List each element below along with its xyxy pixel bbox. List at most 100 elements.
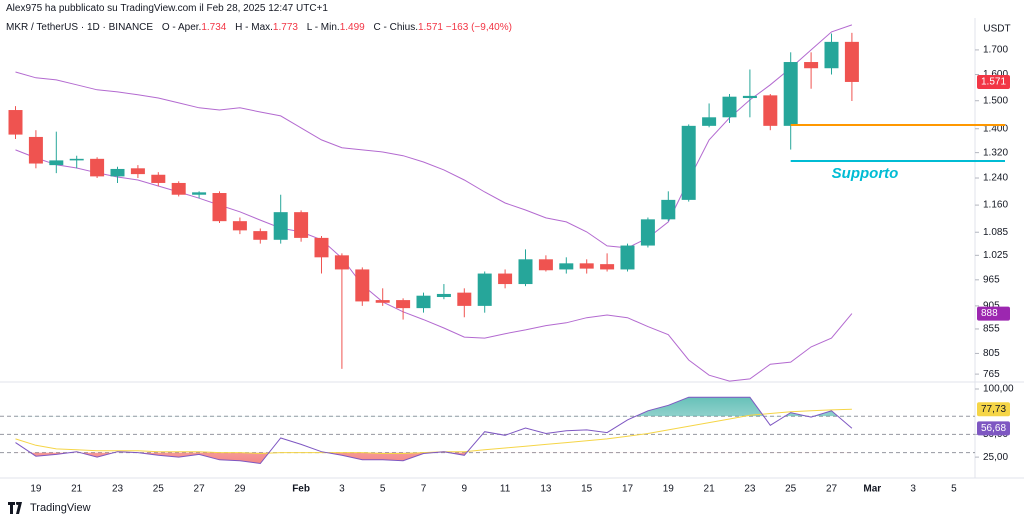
ohlc-label: C - Chius. xyxy=(373,22,418,33)
y-tick-label: 1.085 xyxy=(983,227,1008,238)
candle-body xyxy=(151,174,166,183)
rsi-badge xyxy=(977,421,1010,436)
rsi-badge-label: 56,68 xyxy=(981,423,1006,434)
x-tick-label: 7 xyxy=(421,484,427,495)
x-tick-label: 25 xyxy=(153,484,165,495)
x-tick-label: 27 xyxy=(194,484,206,495)
candle-body xyxy=(640,219,655,246)
y-tick-label: 1.025 xyxy=(983,250,1008,261)
candle-body xyxy=(130,168,145,175)
candle-body xyxy=(90,158,105,177)
candle-body xyxy=(844,41,859,82)
y-tick-label: 1.700 xyxy=(983,45,1008,56)
candle-body xyxy=(518,259,533,285)
candle-body xyxy=(110,168,125,177)
candle-body xyxy=(620,245,635,270)
x-tick-label: 15 xyxy=(581,484,593,495)
rsi-badge-label: 77,73 xyxy=(981,404,1006,415)
ohlc-value: 1.773 xyxy=(272,22,298,33)
x-tick-label: 5 xyxy=(380,484,386,495)
candle-body xyxy=(28,136,43,164)
x-tick-label: 19 xyxy=(663,484,675,495)
price-badge xyxy=(977,306,1010,321)
x-tick-label: 3 xyxy=(339,484,345,495)
candle-body xyxy=(477,273,492,306)
x-tick-label: Mar xyxy=(863,484,881,495)
x-tick-label: 27 xyxy=(826,484,838,495)
x-tick-label: 23 xyxy=(112,484,124,495)
rsi-overbought-fill xyxy=(15,397,852,417)
candle-body xyxy=(253,231,268,240)
ohlc-label: O - Aper. xyxy=(161,22,202,33)
x-tick-label: 9 xyxy=(462,484,468,495)
candle-body xyxy=(824,41,839,69)
candle-body xyxy=(804,62,819,69)
y-tick-label: 1.600 xyxy=(983,69,1008,80)
ohlc-value: 1.734 xyxy=(201,22,227,33)
rsi-oversold-fill xyxy=(15,452,852,464)
change: −163 (−9,40%) xyxy=(445,22,512,33)
rsi-badge xyxy=(977,402,1010,417)
price-badge-label: 888 xyxy=(981,308,998,319)
band-lower xyxy=(15,149,853,382)
ohlc-label: H - Max. xyxy=(235,22,273,33)
brand: TradingView xyxy=(8,502,91,514)
candle-body xyxy=(600,264,615,270)
brand-name: TradingView xyxy=(30,502,91,514)
candle-body xyxy=(273,212,288,240)
candle-body xyxy=(763,95,778,126)
band-upper xyxy=(15,24,853,249)
x-tick-label: 19 xyxy=(30,484,42,495)
candle-body xyxy=(579,263,594,269)
chart: USDT 1.700 1.600 1.500 1.400 1.320 1.240 1.160… xyxy=(0,18,1024,495)
y-tick-label: 1.320 xyxy=(983,147,1008,158)
ohlc-value: 1.571 xyxy=(417,22,443,33)
symbol-line: MKR / TetherUS · 1D · BINANCE O - Aper.1… xyxy=(6,22,512,33)
x-tick-label: 3 xyxy=(910,484,916,495)
y-tick-label: 1.500 xyxy=(983,95,1008,106)
y-tick-label: 1.240 xyxy=(983,173,1008,184)
candle-body xyxy=(8,110,23,135)
y-tick-label: 1.160 xyxy=(983,200,1008,211)
y-tick-label: 855 xyxy=(983,324,1000,335)
candle-body xyxy=(355,269,370,302)
price-badge-label: 1.571 xyxy=(981,77,1006,88)
candle-body xyxy=(702,117,717,126)
candle-body xyxy=(783,62,798,126)
x-tick-label: 21 xyxy=(71,484,83,495)
candle-body xyxy=(416,295,431,309)
x-tick-label: 23 xyxy=(744,484,756,495)
publisher-line: Alex975 ha pubblicato su TradingView.com… xyxy=(6,3,328,14)
candle-body xyxy=(314,237,329,258)
rsi-line xyxy=(15,396,853,465)
x-tick-label: 25 xyxy=(785,484,797,495)
ohlc-value: 1.499 xyxy=(339,22,365,33)
candle-body xyxy=(192,192,207,195)
y-unit: USDT xyxy=(983,24,1010,35)
brand-logo xyxy=(8,502,22,514)
price-badge xyxy=(977,74,1010,89)
y-tick-label: 905 xyxy=(983,301,1000,312)
level-label: Supporto xyxy=(832,165,899,182)
y-tick-label: 1.400 xyxy=(983,123,1008,134)
y-tick-label: 805 xyxy=(983,348,1000,359)
candle-body xyxy=(334,255,349,270)
ohlc-label: L - Min. xyxy=(306,22,340,33)
y-tick-label: 965 xyxy=(983,274,1000,285)
candle-body xyxy=(212,193,227,222)
candle-body xyxy=(457,292,472,306)
candle-body xyxy=(294,212,309,238)
x-tick-label: 21 xyxy=(704,484,716,495)
candle-body xyxy=(436,293,451,298)
x-tick-label: 29 xyxy=(234,484,246,495)
x-tick-label: 13 xyxy=(540,484,552,495)
candle-body xyxy=(742,95,757,99)
y-tick-label: 765 xyxy=(983,369,1000,380)
candle-body xyxy=(681,125,696,200)
candle-body xyxy=(69,158,84,161)
candle-body xyxy=(559,263,574,270)
rsi-tick-label: 100,00 xyxy=(983,384,1014,395)
candle-body xyxy=(538,259,553,271)
candle-body xyxy=(375,300,390,303)
